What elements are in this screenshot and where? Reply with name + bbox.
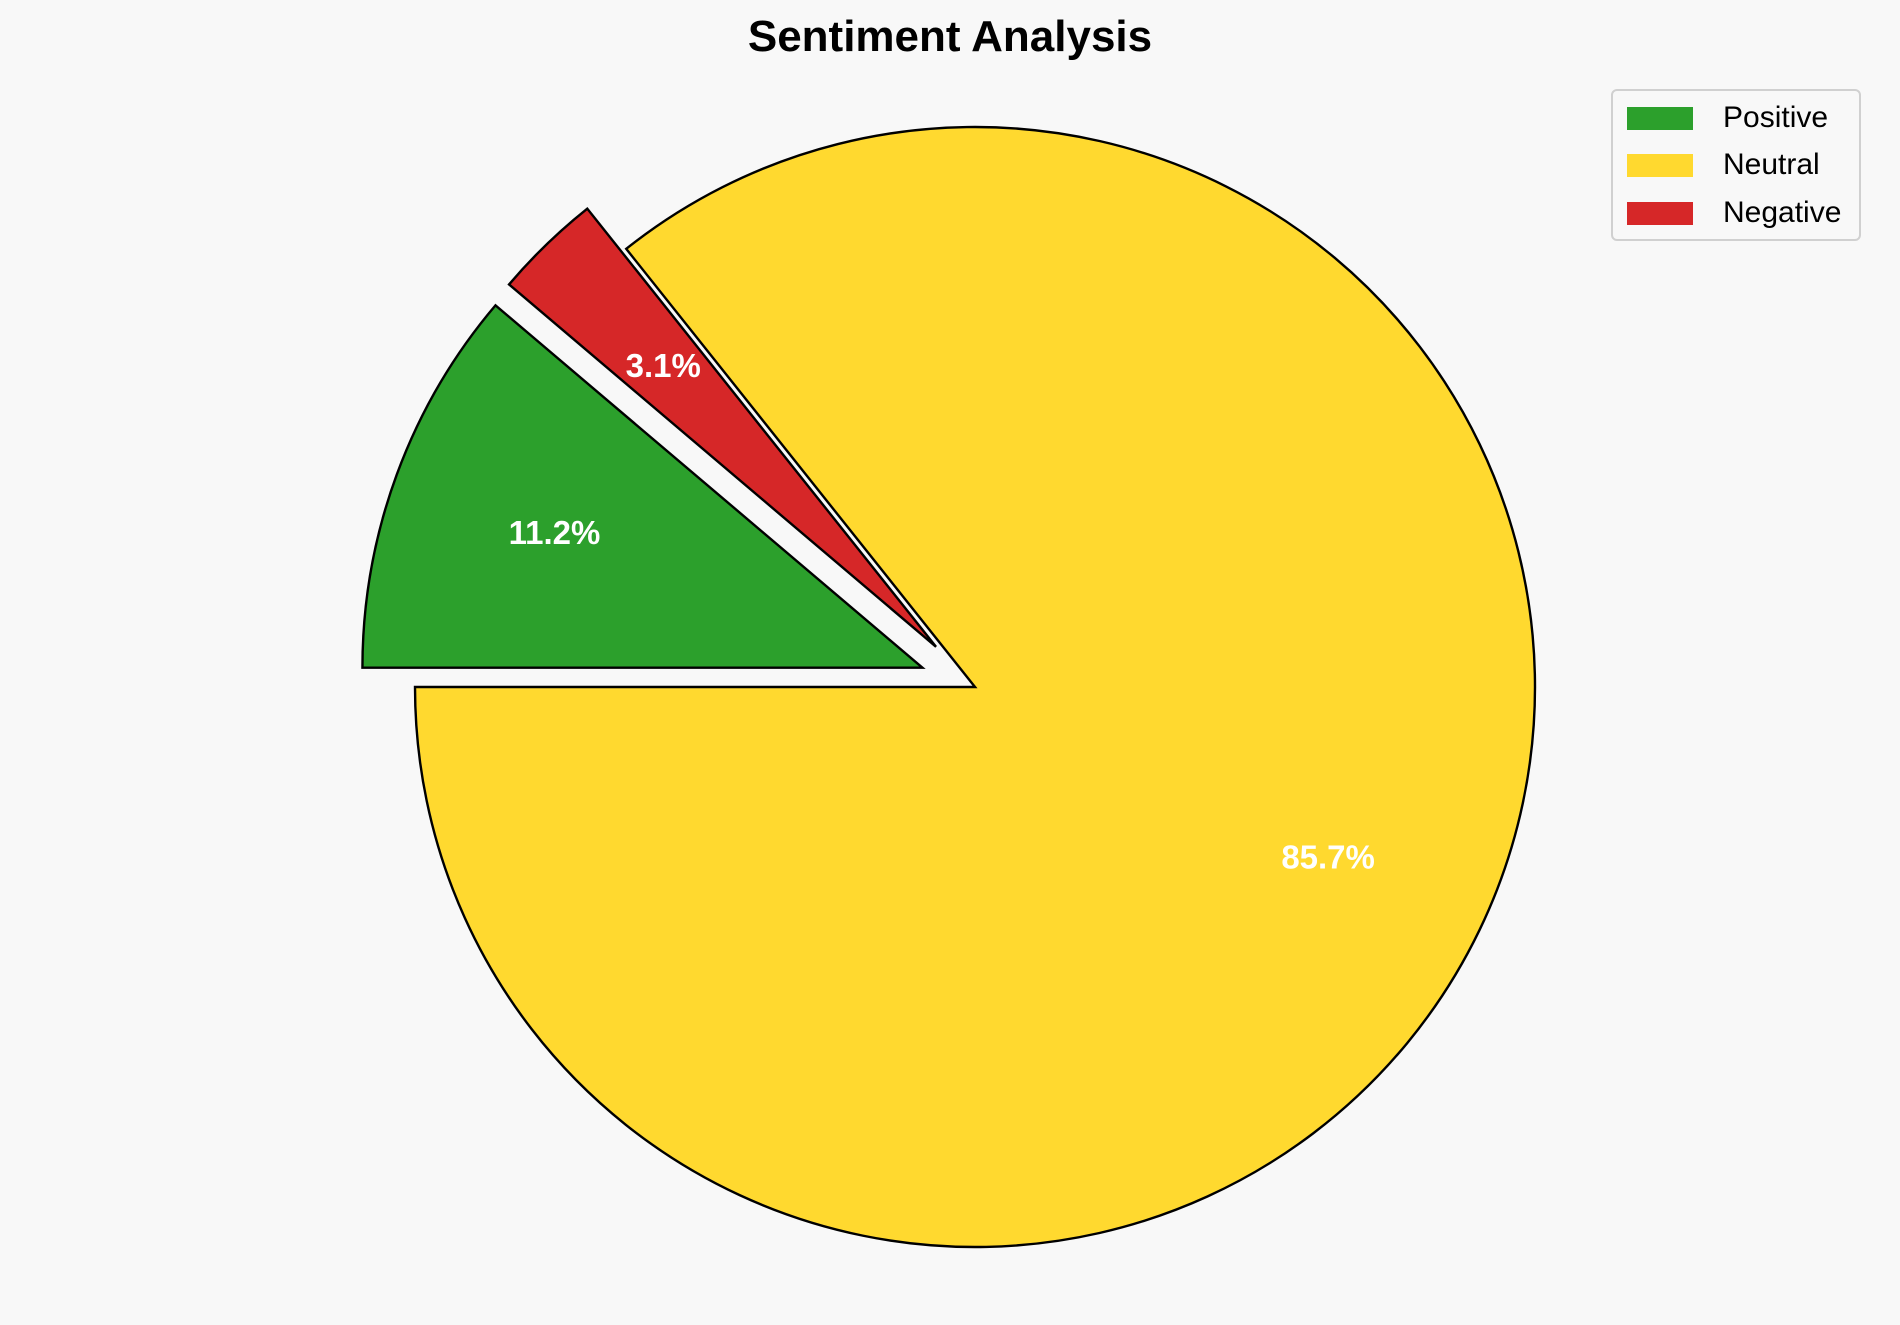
legend-item-negative: Negative xyxy=(1627,196,1842,229)
legend-label-negative: Negative xyxy=(1723,196,1842,229)
pie-label-neutral: 85.7% xyxy=(1281,839,1375,876)
legend: Positive Neutral Negative xyxy=(1611,89,1861,241)
legend-label-neutral: Neutral xyxy=(1723,148,1820,181)
legend-swatch-neutral xyxy=(1627,153,1693,177)
pie-label-negative: 3.1% xyxy=(626,347,701,384)
legend-label-positive: Positive xyxy=(1723,101,1829,134)
legend-item-neutral: Neutral xyxy=(1627,148,1820,181)
pie-label-positive: 11.2% xyxy=(509,514,601,551)
legend-swatch-negative xyxy=(1627,201,1693,225)
chart-title: Sentiment Analysis xyxy=(747,12,1153,61)
pie-slice-negative xyxy=(507,206,937,648)
legend-item-positive: Positive xyxy=(1627,101,1829,134)
pie-slice-neutral xyxy=(413,125,1537,1249)
pie-slice-positive xyxy=(361,303,926,669)
legend-swatch-positive xyxy=(1627,106,1693,130)
